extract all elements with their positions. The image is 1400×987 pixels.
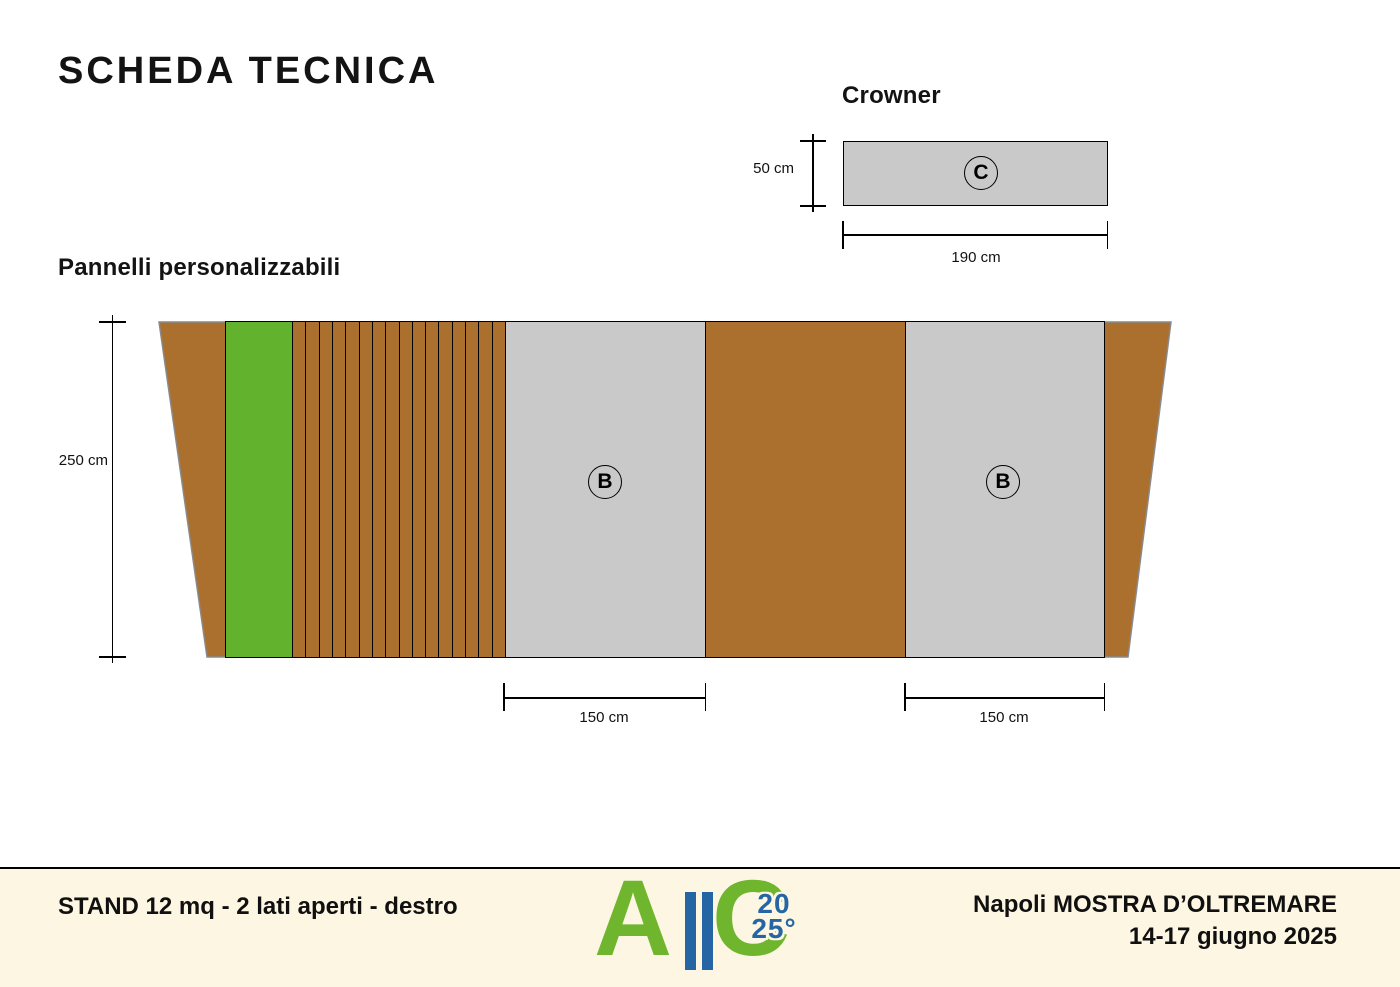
panel-b1-letter-badge: B [588, 465, 622, 499]
event-venue-text: Napoli MOSTRA D’OLTREMARE [973, 891, 1337, 918]
logo-year-text: 20 25° [746, 888, 802, 944]
aic-2025-logo: A C 20 25° [594, 858, 810, 981]
b1-width-dim-tick-right [704, 683, 706, 711]
slat [320, 322, 333, 657]
b2-width-dim-tick-right [1103, 683, 1105, 711]
logo-i-bar-2 [702, 892, 713, 970]
b1-width-dim-label: 150 cm [579, 709, 629, 726]
crowner-width-dim-line [842, 234, 1108, 236]
slat [333, 322, 347, 657]
logo-year-top: 20 [757, 888, 791, 919]
footer: STAND 12 mq - 2 lati aperti - destro A C… [0, 858, 1400, 987]
stand-height-dim-line [111, 315, 113, 663]
slat [479, 322, 493, 657]
crowner-height-dim-label: 50 cm [753, 160, 794, 177]
green-panel [225, 321, 293, 658]
slat [360, 322, 373, 657]
slat [373, 322, 387, 657]
crowner-height-dim-tick-bottom [800, 205, 826, 207]
wood-center-panel [705, 321, 906, 658]
slat [413, 322, 427, 657]
logo-letter-a: A [594, 857, 672, 978]
slat [493, 322, 505, 657]
panel-b2-letter-badge: B [986, 465, 1020, 499]
slat [306, 322, 320, 657]
slat [439, 322, 453, 657]
crowner-title: Crowner [842, 82, 941, 109]
slat-panel [292, 321, 506, 658]
left-side-wall [158, 321, 227, 658]
slat [426, 322, 440, 657]
right-side-wall [1103, 321, 1172, 658]
event-info-block: Napoli MOSTRA D’OLTREMARE 14-17 giugno 2… [973, 889, 1337, 953]
slat [466, 322, 480, 657]
slat [400, 322, 413, 657]
slat [293, 322, 307, 657]
logo-i-bar-1 [685, 892, 696, 970]
slat [453, 322, 467, 657]
b1-width-dim-tick-left [503, 683, 505, 711]
crowner-height-dim-line [812, 134, 814, 212]
stand-side-walls [158, 321, 1172, 658]
slat [386, 322, 400, 657]
stand-height-dim-tick-top [99, 321, 126, 323]
panels-title: Pannelli personalizzabili [58, 254, 341, 281]
stand-height-dim-tick-bottom [99, 656, 126, 658]
b1-width-dim-line [503, 697, 706, 699]
b2-width-dim-line [904, 697, 1105, 699]
logo-year-bottom: 25° [751, 913, 797, 944]
crowner-width-dim-tick-left [842, 221, 844, 249]
page-title: SCHEDA TECNICA [58, 50, 439, 92]
stand-height-dim-label: 250 cm [58, 452, 108, 469]
b2-width-dim-tick-left [904, 683, 906, 711]
crowner-width-dim-tick-right [1106, 221, 1108, 249]
crowner-height-dim-tick-top [800, 140, 826, 142]
crowner-letter-badge: C [964, 156, 998, 190]
crowner-width-dim-label: 190 cm [951, 249, 1001, 266]
b2-width-dim-label: 150 cm [979, 709, 1029, 726]
event-dates-text: 14-17 giugno 2025 [1128, 923, 1337, 950]
logo-letter-c: C [712, 857, 790, 978]
slat [346, 322, 360, 657]
stand-info-text: STAND 12 mq - 2 lati aperti - destro [58, 893, 458, 920]
